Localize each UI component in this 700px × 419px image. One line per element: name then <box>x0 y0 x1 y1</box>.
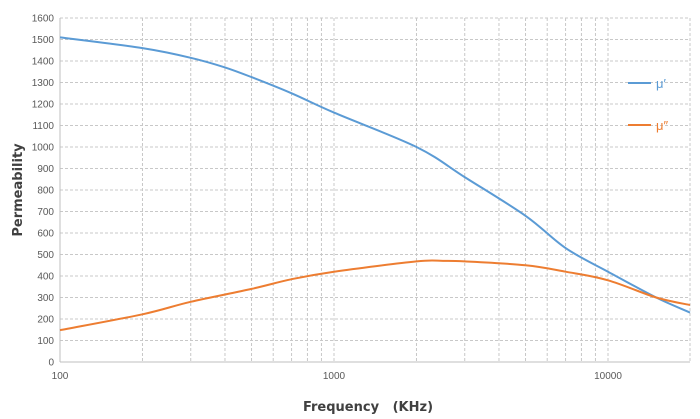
axes <box>59 18 690 363</box>
x-tick-label: 10000 <box>594 371 622 382</box>
y-tick-label: 1100 <box>32 121 54 132</box>
legend-label: μ′ <box>656 76 666 91</box>
y-tick-label: 100 <box>37 336 54 347</box>
y-tick-label: 1000 <box>32 143 55 154</box>
y-tick-label: 900 <box>37 164 54 175</box>
y-tick-label: 400 <box>37 272 54 283</box>
y-axis-title: Permeability <box>11 143 26 237</box>
legend-label: μ″ <box>656 118 668 133</box>
y-tick-label: 1400 <box>32 57 55 68</box>
legend: μ′ μ″ <box>628 76 668 133</box>
y-tick-label: 700 <box>37 207 54 218</box>
y-tick-label: 500 <box>37 250 54 261</box>
y-tick-label: 0 <box>48 358 54 369</box>
y-tick-label: 600 <box>37 229 54 240</box>
data-series <box>59 36 691 332</box>
mu-prime-line <box>59 36 691 314</box>
y-tick-label: 200 <box>37 315 54 326</box>
x-tick-label: 100 <box>52 371 69 382</box>
y-tick-label: 1600 <box>32 14 55 25</box>
y-tick-label: 1500 <box>32 35 55 46</box>
x-axis-title: Frequency (KHz) <box>303 400 433 415</box>
x-tick-label: 1000 <box>323 371 346 382</box>
mu-double-prime-line <box>59 259 691 332</box>
y-tick-label: 1200 <box>32 100 55 111</box>
x-axis-ticks: 100 1000 10000 <box>52 371 623 382</box>
y-axis-ticks: 0 100 200 300 400 500 600 700 800 900 1000 1100 1200… <box>32 14 55 369</box>
y-tick-label: 800 <box>37 186 54 197</box>
y-tick-label: 1300 <box>32 78 55 89</box>
y-tick-label: 300 <box>37 293 54 304</box>
grid-lines <box>60 17 691 362</box>
